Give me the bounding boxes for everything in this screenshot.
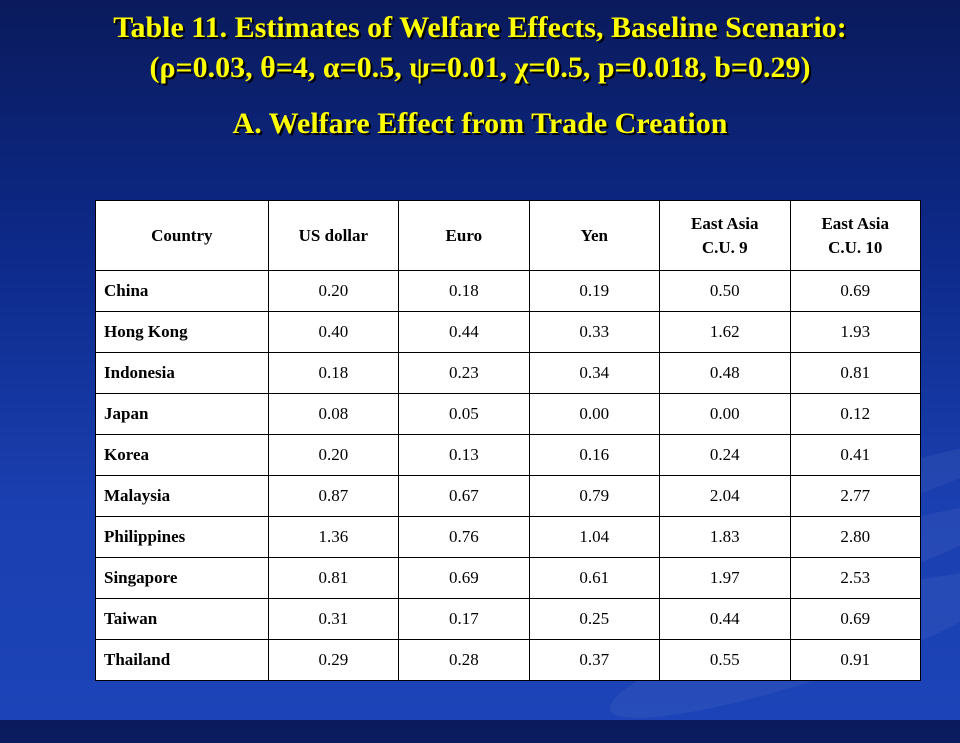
country-cell: Singapore: [95, 557, 269, 599]
value-cell: 0.20: [267, 270, 400, 312]
value-cell: 0.28: [398, 639, 530, 681]
value-cell: 0.23: [398, 352, 530, 394]
value-cell: 0.37: [528, 639, 661, 681]
column-header-line: C.U. 10: [828, 237, 883, 257]
slide-header: Table 11. Estimates of Welfare Effects, …: [0, 8, 960, 144]
table-row: China 0.20 0.18 0.19 0.50 0.69: [95, 270, 921, 312]
value-cell: 0.20: [267, 434, 400, 476]
value-cell: 0.19: [528, 270, 661, 312]
table-row: Indonesia 0.18 0.23 0.34 0.48 0.81: [95, 352, 921, 394]
country-cell: Indonesia: [95, 352, 269, 394]
value-cell: 0.50: [659, 270, 791, 312]
value-cell: 1.97: [659, 557, 791, 599]
value-cell: 0.69: [789, 598, 921, 640]
value-cell: 2.04: [659, 475, 791, 517]
column-header: East Asia C.U. 10: [789, 200, 921, 271]
column-header: Yen: [528, 200, 661, 271]
welfare-table: Country US dollar Euro Yen East Asia C.U. 9 Ea…: [95, 200, 921, 681]
value-cell: 0.00: [659, 393, 791, 435]
value-cell: 0.91: [789, 639, 921, 681]
value-cell: 0.40: [267, 311, 400, 353]
value-cell: 0.05: [398, 393, 530, 435]
value-cell: 0.48: [659, 352, 791, 394]
table-row: Taiwan 0.31 0.17 0.25 0.44 0.69: [95, 598, 921, 640]
value-cell: 1.62: [659, 311, 791, 353]
column-header-line: Country: [151, 225, 213, 245]
value-cell: 1.83: [659, 516, 791, 558]
value-cell: 0.44: [398, 311, 530, 353]
value-cell: 0.69: [789, 270, 921, 312]
column-header: Country: [95, 200, 269, 271]
value-cell: 0.24: [659, 434, 791, 476]
slide-title: Table 11. Estimates of Welfare Effects, …: [113, 11, 847, 44]
value-cell: 0.55: [659, 639, 791, 681]
value-cell: 0.81: [267, 557, 400, 599]
column-header-line: East Asia: [821, 213, 890, 233]
country-cell: Hong Kong: [95, 311, 269, 353]
value-cell: 0.12: [789, 393, 921, 435]
column-header-line: Euro: [445, 225, 483, 245]
column-header-line: C.U. 9: [701, 237, 748, 257]
column-header: East Asia C.U. 9: [659, 200, 791, 271]
value-cell: 0.17: [398, 598, 530, 640]
table-row: Singapore 0.81 0.69 0.61 1.97 2.53: [95, 557, 921, 599]
column-header-line: East Asia: [690, 213, 759, 233]
section-subtitle: A. Welfare Effect from Trade Creation: [232, 107, 728, 140]
value-cell: 2.53: [789, 557, 921, 599]
table-row: Korea 0.20 0.13 0.16 0.24 0.41: [95, 434, 921, 476]
value-cell: 1.36: [267, 516, 400, 558]
value-cell: 0.16: [528, 434, 661, 476]
column-header-line: US dollar: [298, 225, 369, 245]
country-cell: Malaysia: [95, 475, 269, 517]
value-cell: 0.25: [528, 598, 661, 640]
value-cell: 0.69: [398, 557, 530, 599]
column-header-line: Yen: [580, 225, 608, 245]
value-cell: 0.61: [528, 557, 661, 599]
country-cell: Japan: [95, 393, 269, 435]
value-cell: 0.33: [528, 311, 661, 353]
column-header: US dollar: [267, 200, 400, 271]
value-cell: 2.80: [789, 516, 921, 558]
value-cell: 0.31: [267, 598, 400, 640]
value-cell: 1.04: [528, 516, 661, 558]
value-cell: 0.34: [528, 352, 661, 394]
table-row: Thailand 0.29 0.28 0.37 0.55 0.91: [95, 639, 921, 681]
value-cell: 0.79: [528, 475, 661, 517]
value-cell: 0.76: [398, 516, 530, 558]
country-cell: Taiwan: [95, 598, 269, 640]
value-cell: 2.77: [789, 475, 921, 517]
value-cell: 0.41: [789, 434, 921, 476]
country-cell: Korea: [95, 434, 269, 476]
value-cell: 0.44: [659, 598, 791, 640]
column-header: Euro: [398, 200, 530, 271]
value-cell: 0.00: [528, 393, 661, 435]
table-row: Philippines 1.36 0.76 1.04 1.83 2.80: [95, 516, 921, 558]
value-cell: 0.81: [789, 352, 921, 394]
country-cell: Thailand: [95, 639, 269, 681]
table-row: Hong Kong 0.40 0.44 0.33 1.62 1.93: [95, 311, 921, 353]
value-cell: 0.13: [398, 434, 530, 476]
value-cell: 0.18: [267, 352, 400, 394]
header-row: Country US dollar Euro Yen East Asia C.U. 9 Ea…: [95, 200, 921, 271]
value-cell: 0.29: [267, 639, 400, 681]
parameter-line: (ρ=0.03, θ=4, α=0.5, ψ=0.01, χ=0.5, p=0.…: [149, 51, 811, 84]
value-cell: 0.18: [398, 270, 530, 312]
value-cell: 0.87: [267, 475, 400, 517]
value-cell: 0.67: [398, 475, 530, 517]
value-cell: 1.93: [789, 311, 921, 353]
country-cell: China: [95, 270, 269, 312]
table-header: Country US dollar Euro Yen East Asia C.U. 9 Ea…: [95, 200, 921, 271]
table-body: China 0.20 0.18 0.19 0.50 0.69 Hong Kong 0.40 0.…: [95, 270, 921, 681]
table-row: Malaysia 0.87 0.67 0.79 2.04 2.77: [95, 475, 921, 517]
value-cell: 0.08: [267, 393, 400, 435]
table-row: Japan 0.08 0.05 0.00 0.00 0.12: [95, 393, 921, 435]
country-cell: Philippines: [95, 516, 269, 558]
